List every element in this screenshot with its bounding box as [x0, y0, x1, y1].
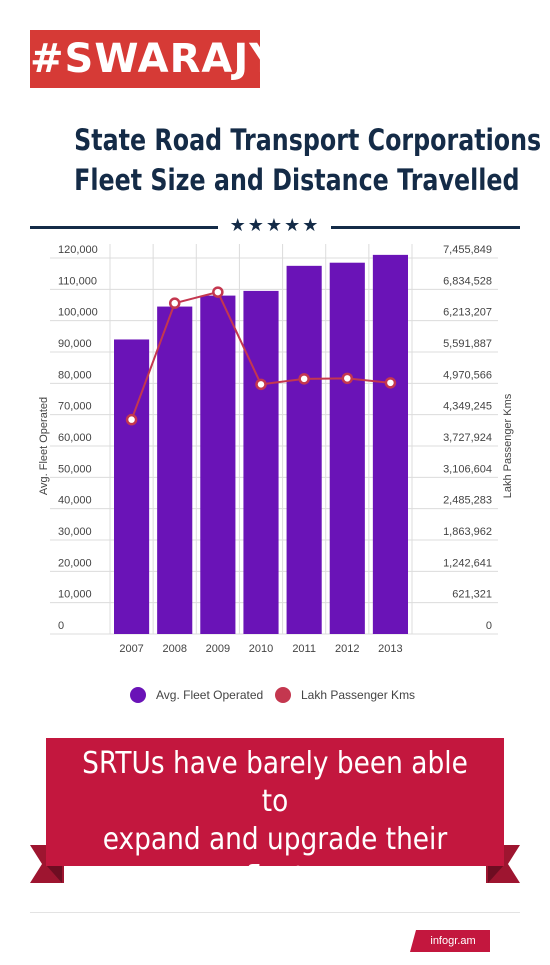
title-line-2: Fleet Size and Distance Travelled — [74, 163, 520, 197]
legend-swatch-passenger-kms — [275, 687, 291, 703]
x-tick-label: 2013 — [378, 643, 402, 655]
y-tick-label: 50,000 — [58, 463, 92, 475]
y2-tick-label: 1,242,641 — [443, 557, 492, 569]
y2-tick-label: 4,970,566 — [443, 369, 492, 381]
chart-title: State Road Transport Corporations - Flee… — [74, 120, 550, 200]
y-tick-label: 0 — [58, 620, 64, 632]
y-tick-label: 80,000 — [58, 369, 92, 381]
y-tick-label: 40,000 — [58, 495, 92, 507]
y2-tick-label: 7,455,849 — [443, 244, 492, 256]
x-tick-label: 2007 — [119, 643, 143, 655]
point-2008 — [168, 297, 181, 309]
y2-tick-label: 1,863,962 — [443, 526, 492, 538]
bar-2013 — [372, 254, 408, 634]
banner-line-3: sizes. — [238, 898, 312, 933]
point-2011 — [298, 373, 310, 385]
bar-2011 — [286, 265, 322, 634]
title-divider-right — [331, 226, 520, 229]
chart-legend: Avg. Fleet Operated Lakh Passenger Kms — [0, 685, 550, 705]
bar-2010 — [243, 290, 279, 634]
y-tick-label: 100,000 — [58, 307, 98, 319]
banner-text: SRTUs have barely been able to expand an… — [73, 745, 476, 935]
y-tick-label: 70,000 — [58, 401, 92, 413]
y-tick-label: 110,000 — [58, 275, 97, 287]
point-2007 — [125, 413, 138, 426]
y2-tick-label: 3,106,604 — [443, 463, 492, 475]
y2-tick-label: 6,213,207 — [443, 307, 492, 319]
point-2010 — [255, 378, 267, 391]
legend-label-passenger-kms: Lakh Passenger Kms — [301, 688, 416, 702]
banner-line-2: expand and upgrade their fleet — [102, 822, 448, 895]
bar-2008 — [157, 306, 193, 634]
y-tick-label: 60,000 — [58, 432, 92, 444]
y2-tick-label: 4,349,245 — [443, 401, 492, 413]
y-axis-title: Avg. Fleet Operated — [38, 397, 50, 495]
ribbon-fold-right — [488, 865, 504, 883]
y2-tick-label: 6,834,528 — [443, 275, 492, 287]
y2-tick-label: 3,727,924 — [443, 432, 492, 444]
title-line-1: State Road Transport Corporations - — [74, 123, 550, 157]
y-tick-label: 90,000 — [58, 338, 92, 350]
legend-label-fleet: Avg. Fleet Operated — [156, 688, 264, 702]
banner-line-1: SRTUs have barely been able to — [82, 746, 468, 819]
bar-2012 — [329, 262, 365, 634]
x-tick-label: 2010 — [249, 643, 273, 655]
y2-tick-label: 5,591,887 — [443, 338, 492, 350]
star-divider: ★★★★★ — [229, 215, 321, 235]
footer-divider — [30, 912, 520, 913]
conclusion-banner: SRTUs have barely been able to expand an… — [46, 738, 504, 933]
ribbon-fold-left — [46, 865, 62, 883]
legend-swatch-fleet — [130, 687, 146, 703]
point-2012 — [341, 372, 354, 385]
x-tick-label: 2012 — [335, 643, 359, 655]
y2-tick-label: 0 — [486, 620, 492, 632]
point-2009 — [212, 286, 224, 298]
infogram-badge[interactable]: infogr.am — [410, 930, 490, 952]
y-tick-label: 20,000 — [58, 557, 92, 569]
x-tick-label: 2011 — [292, 643, 316, 655]
y2-tick-label: 621,321 — [452, 589, 492, 601]
badge-text: infogr.am — [430, 935, 476, 947]
x-tick-label: 2009 — [206, 643, 230, 655]
y2-axis-title: Lakh Passenger Kms — [502, 393, 514, 498]
y2-tick-label: 2,485,283 — [443, 495, 492, 507]
y-tick-label: 120,000 — [58, 244, 98, 256]
y-tick-label: 30,000 — [58, 526, 92, 538]
point-2013 — [384, 377, 397, 389]
chart-area: 0 0 10,000 621,321 20,000 1,242,641 30,000 1,86… — [38, 244, 514, 655]
x-tick-label: 2008 — [162, 643, 186, 655]
title-divider-left — [30, 226, 218, 229]
y-tick-label: 10,000 — [58, 589, 92, 601]
bar-2009 — [200, 295, 236, 634]
